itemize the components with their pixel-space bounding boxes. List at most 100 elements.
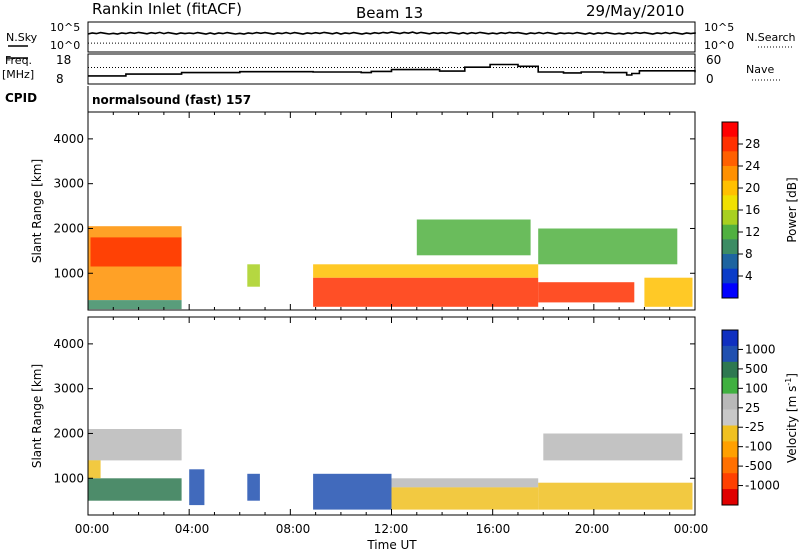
power-colorbar-swatch-7 [722, 224, 738, 240]
velocity-cell-6 [391, 487, 539, 510]
velocity-cell-4 [247, 473, 260, 501]
power-colorbar-tick-label-5: 8 [745, 247, 753, 261]
noise-right-tick-top: 10^5 [704, 21, 734, 34]
velocity-colorbar-label-main: Velocity [m s [785, 386, 799, 463]
velocity-cell-7 [391, 478, 539, 488]
freq-left-tick-bottom: 8 [56, 72, 64, 86]
power-cell-5 [313, 264, 539, 278]
power-colorbar-tick-label-0: 28 [745, 137, 760, 151]
velocity-colorbar-tick-label-1: 500 [745, 362, 768, 376]
power-colorbar-swatch-1 [722, 136, 738, 152]
power-cell-layer [88, 219, 693, 310]
power-y-axis-label: Slant Range [km] [30, 159, 44, 263]
x-tick-label-4: 16:00 [476, 522, 511, 536]
power-colorbar-swatch-9 [722, 254, 738, 270]
velocity-colorbar-tick-label-0: 1000 [745, 342, 776, 356]
noise-left-tick-top: 10^5 [50, 21, 80, 34]
freq-right-tick-top: 60 [706, 53, 721, 67]
power-colorbar-label: Power [dB] [785, 177, 799, 242]
power-cell-2 [88, 300, 182, 310]
power-cell-4 [313, 277, 539, 307]
noise-sky-label: N.Sky [6, 31, 38, 44]
power-colorbar-tick-label-2: 20 [745, 181, 760, 195]
noise-panel-frame [87, 21, 696, 53]
noise-panel: N.Sky 10^5 10^0 10^5 10^0 N.Search [6, 21, 796, 53]
power-colorbar-swatch-3 [722, 166, 738, 182]
velocity-colorbar-swatch-10 [722, 489, 738, 506]
velocity-colorbar-tick-label-4: -25 [745, 420, 765, 434]
power-colorbar-ticks: 28 24 20 16 12 8 4 [738, 137, 760, 283]
noise-right-tick-bottom: 10^0 [704, 39, 734, 52]
x-tick-label-2: 08:00 [276, 522, 311, 536]
power-cell-7 [538, 228, 678, 265]
velocity-panel: 1000 2000 3000 4000 Slant Range [km] [30, 316, 696, 516]
freq-right-tick-bottom: 0 [706, 72, 714, 86]
power-y-tick-label-2000: 2000 [53, 221, 84, 235]
x-tick-label-6: 00:00 [674, 522, 709, 536]
power-colorbar-swatch-6 [722, 210, 738, 226]
x-tick-label-0: 00:00 [75, 522, 110, 536]
velocity-colorbar-swatch-3 [722, 377, 738, 395]
velocity-y-axis-label: Slant Range [km] [30, 364, 44, 468]
power-colorbar-swatch-11 [722, 283, 738, 299]
velocity-x-ticks [87, 317, 696, 515]
x-axis-label: Time UT [366, 538, 417, 552]
velocity-cell-9 [543, 433, 683, 461]
noise-left-tick-bottom: 10^0 [50, 39, 80, 52]
velocity-colorbar-tick-label-2: 100 [745, 381, 768, 395]
power-colorbar-tick-label-3: 16 [745, 203, 760, 217]
x-tick-label-3: 12:00 [374, 522, 409, 536]
date-title: 29/May/2010 [586, 2, 684, 20]
velocity-colorbar-swatches [722, 330, 738, 506]
freq-panel: Freq. [MHz] 18 8 60 0 Nave [2, 53, 780, 86]
velocity-colorbar-swatch-8 [722, 457, 738, 474]
x-tick-label-1: 04:00 [175, 522, 210, 536]
cpid-program: normalsound (fast) 157 [92, 93, 251, 107]
x-axis: 00:00 04:00 08:00 12:00 16:00 20:00 00:0… [75, 522, 709, 552]
velocity-colorbar-swatch-1 [722, 345, 738, 363]
velocity-colorbar-swatch-6 [722, 425, 738, 442]
power-colorbar-tick-label-6: 4 [745, 269, 753, 283]
power-colorbar-swatch-2 [722, 151, 738, 167]
velocity-colorbar-tick-label-3: 25 [745, 401, 760, 415]
velocity-cell-5 [313, 473, 392, 510]
freq-line [88, 63, 696, 77]
cpid-label: CPID [5, 91, 37, 105]
velocity-y-axis: 1000 2000 3000 4000 [53, 337, 695, 485]
power-colorbar-swatch-5 [722, 195, 738, 211]
freq-left-tick-top: 18 [56, 53, 71, 67]
velocity-colorbar: 1000 500 100 25 -25 -100 -500 -1000 Velocity [m… [721, 329, 799, 506]
velocity-colorbar-swatch-0 [722, 330, 738, 347]
x-tick-label-5: 20:00 [575, 522, 610, 536]
power-cell-6 [538, 282, 635, 303]
freq-panel-frame [87, 53, 696, 85]
power-cell-9 [644, 277, 693, 307]
cpid-row: CPID normalsound (fast) 157 [5, 86, 251, 112]
velocity-colorbar-swatch-9 [722, 473, 738, 490]
velocity-y-tick-label-2000: 2000 [53, 426, 84, 440]
velocity-cell-3 [189, 469, 205, 506]
velocity-cell-0 [88, 429, 182, 461]
power-y-tick-label-3000: 3000 [53, 177, 84, 191]
power-colorbar-swatch-4 [722, 180, 738, 196]
velocity-colorbar-label-close: ] [785, 373, 799, 378]
noise-search-label: N.Search [746, 31, 796, 44]
velocity-colorbar-swatch-5 [722, 409, 738, 426]
power-colorbar-tick-label-4: 12 [745, 225, 760, 239]
velocity-y-tick-label-1000: 1000 [53, 471, 84, 485]
power-cell-3 [247, 264, 260, 287]
nave-label: Nave [746, 63, 774, 76]
velocity-cell-2 [88, 460, 101, 479]
power-y-tick-label-1000: 1000 [53, 266, 84, 280]
velocity-colorbar-label: Velocity [m s-1] [784, 373, 799, 463]
velocity-colorbar-swatch-2 [722, 361, 738, 379]
station-title: Rankin Inlet (fitACF) [92, 0, 242, 18]
power-panel: 1000 2000 3000 4000 Slant Range [km] [30, 111, 696, 311]
noise-sky-line [87, 31, 696, 35]
power-cell-8 [416, 219, 531, 256]
velocity-y-tick-label-4000: 4000 [53, 337, 84, 351]
velocity-colorbar-label-exp: -1 [784, 378, 793, 386]
power-colorbar-swatch-0 [722, 122, 738, 138]
velocity-cell-1 [88, 478, 182, 501]
